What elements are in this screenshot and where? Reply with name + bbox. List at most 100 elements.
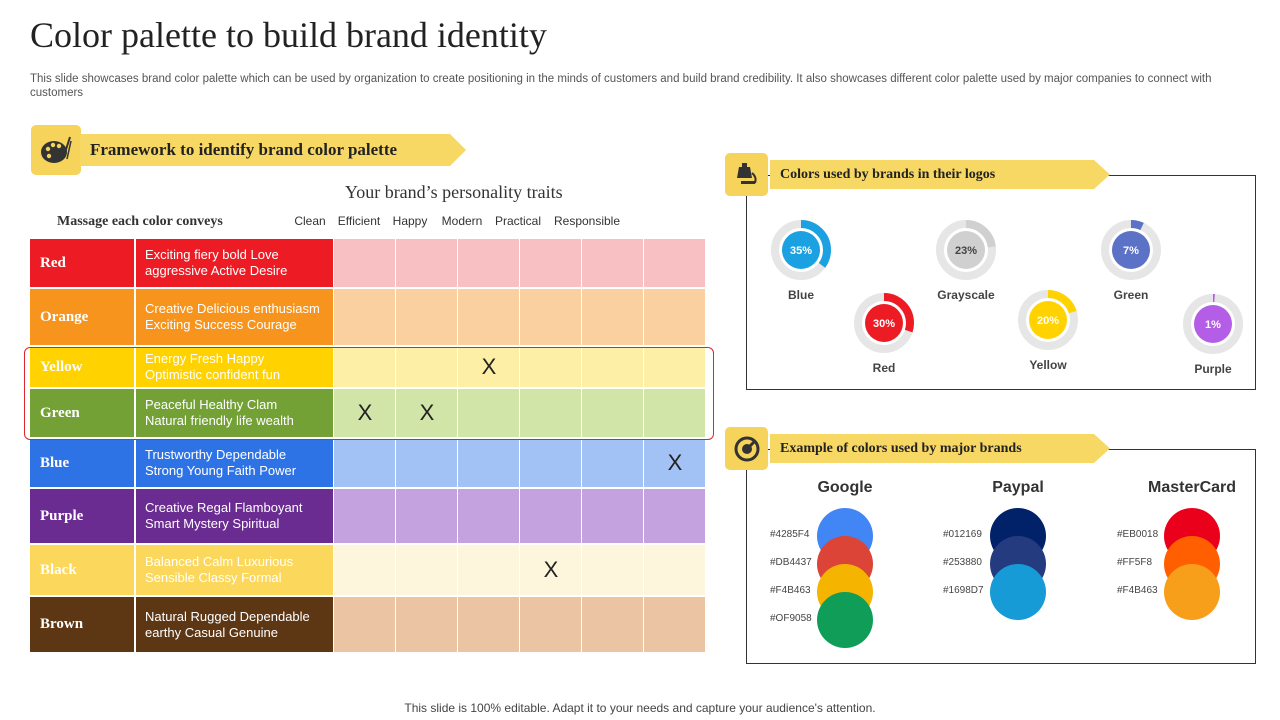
donut-label: Blue [787,288,815,302]
trait-cell [520,347,581,387]
trait-cell [582,347,643,387]
color-name: Orange [30,289,134,345]
color-name: Blue [30,439,134,487]
donut-label: Green [1113,288,1149,302]
trait-cell [644,439,705,487]
trait-cell [582,489,643,543]
trait-cell [458,439,519,487]
trait-cell [458,489,519,543]
description-line-1: Trustworthy Dependable [145,447,287,462]
trait-cell [520,489,581,543]
trait-cell [334,347,395,387]
hex-code-label: #F4B463 [770,585,811,596]
logos-panel [746,175,1256,390]
trait-header-efficient: Efficient [337,214,381,228]
description-line-2: Natural friendly life wealth [145,413,294,428]
color-row-yellow: Yellow Energy Fresh Happy Optimistic confi… [30,347,707,387]
trait-cell [334,545,395,595]
trait-cell [396,389,457,437]
trait-cell [334,389,395,437]
donut-percent: 20% [1037,315,1059,327]
trait-cell [396,489,457,543]
trait-cell [582,289,643,345]
color-swatch [990,564,1046,620]
page-title: Color palette to build brand identity [30,15,547,55]
trait-cell [396,347,457,387]
description-line-1: Natural Rugged Dependable [145,608,310,624]
hex-code-label: #OF9058 [770,613,812,624]
traits-title: Your brand’s personality traits [345,182,563,202]
message-header: Massage each color conveys [57,214,223,229]
donut-arc [771,220,831,280]
palette-icon [31,125,81,175]
hex-code-label: #F4B463 [1117,585,1158,596]
trait-cell [644,239,705,287]
trait-cell [396,439,457,487]
color-row-green: Green Peaceful Healthy Clam Natural friend… [30,389,707,437]
donut-label: Red [872,361,896,375]
color-description: Creative Delicious enthusiasm Exciting Su… [136,289,333,345]
color-swatch [817,592,873,648]
color-row-blue: Blue Trustworthy Dependable Strong Young F… [30,439,707,487]
color-description: Trustworthy Dependable Strong Young Faith… [136,439,333,487]
donut-label: Yellow [1029,358,1067,372]
donut-percent: 30% [873,318,895,330]
description-line-1: Exciting fiery bold Love [145,247,279,262]
description-line-2: Sensible Classy Formal [145,570,282,585]
description-line-1: Balanced Calm Luxurious [145,554,294,569]
color-row-black: Black Balanced Calm Luxurious Sensible Cla… [30,545,707,595]
donut-percent: 1% [1205,319,1221,331]
color-row-orange: Orange Creative Delicious enthusiasm Excit… [30,289,707,345]
trait-cell [396,239,457,287]
trait-cell [458,289,519,345]
donut-percent: 35% [790,245,812,257]
trait-cell [582,239,643,287]
description-line-1: Creative Regal Flamboyant [145,500,303,515]
trait-cell [644,489,705,543]
color-description: Energy Fresh Happy Optimistic confident f… [136,347,333,387]
trait-cell [458,545,519,595]
trait-cell [582,439,643,487]
trait-cell [334,439,395,487]
trait-cell [334,489,395,543]
trait-cell [520,389,581,437]
description-line-1: Energy Fresh Happy [145,351,265,366]
donut-label: Grayscale [937,288,995,302]
brand-name-google: Google [817,479,873,496]
color-row-brown: Brown Natural Rugged Dependable earthy Cas… [30,597,707,652]
color-name: Purple [30,489,134,543]
logos-banner: Colors used by brands in their logos [770,160,1110,189]
brand-name-paypal: Paypal [992,479,1044,496]
hex-code-label: #EB0018 [1117,529,1159,540]
description-line-2: earthy Casual Genuine [145,624,278,640]
description-line-1: Creative Delicious enthusiasm [145,301,320,316]
trait-cell [520,289,581,345]
trait-cell [644,347,705,387]
color-name: Yellow [30,347,134,387]
trait-cell [644,597,705,652]
color-description: Peaceful Healthy Clam Natural friendly li… [136,389,333,437]
color-name: Brown [30,597,134,652]
trait-cell [644,545,705,595]
trait-mark-happy: X [481,354,497,379]
trait-mark-efficient: X [419,400,435,425]
trait-cell [582,389,643,437]
color-description: Balanced Calm Luxurious Sensible Classy F… [136,545,333,595]
brands-banner: Example of colors used by major brands [770,434,1110,463]
trait-mark-modern: X [543,557,559,582]
trait-cell [520,239,581,287]
trait-header-responsible: Responsible [553,214,621,228]
hex-code-label: #DB4437 [770,557,812,568]
brand-name-mastercard: MasterCard [1147,479,1237,496]
donut-arc [936,220,996,280]
hex-code-label: #1698D7 [943,585,984,596]
trait-cell [458,239,519,287]
trait-cell [520,597,581,652]
trait-cell [582,597,643,652]
trait-header-modern: Modern [441,214,483,228]
trait-cell [458,597,519,652]
color-name: Green [30,389,134,437]
description-line-2: Strong Young Faith Power [145,463,297,478]
color-row-purple: Purple Creative Regal Flamboyant Smart Mys… [30,489,707,543]
trait-cell [644,289,705,345]
